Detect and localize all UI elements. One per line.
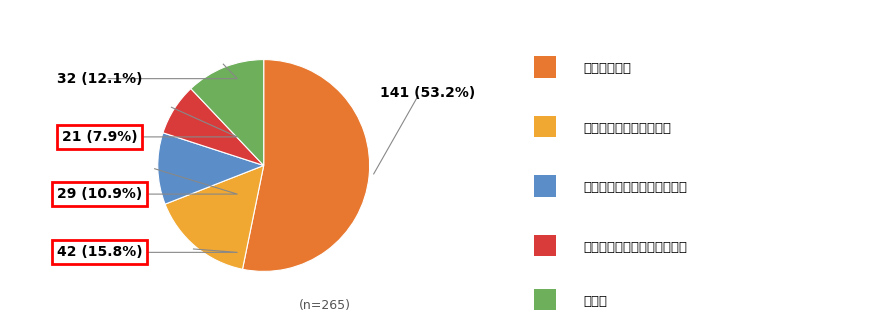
- Text: 両立している: 両立している: [583, 62, 631, 75]
- Wedge shape: [162, 89, 263, 166]
- Text: 42 (15.8%): 42 (15.8%): [57, 245, 142, 260]
- Text: 両立できず雇用形態を変えた: 両立できず雇用形態を変えた: [583, 241, 687, 254]
- Text: 141 (53.2%): 141 (53.2%): [380, 86, 475, 101]
- Text: 29 (10.9%): 29 (10.9%): [57, 187, 142, 201]
- Wedge shape: [165, 166, 263, 269]
- Wedge shape: [157, 133, 263, 204]
- Text: 両立できず仕事を辞めた: 両立できず仕事を辞めた: [583, 122, 671, 135]
- Text: (n=265): (n=265): [299, 299, 350, 312]
- Text: 両立できず不妊治療をやめた: 両立できず不妊治療をやめた: [583, 181, 687, 194]
- FancyBboxPatch shape: [534, 116, 555, 137]
- Wedge shape: [242, 60, 370, 271]
- FancyBboxPatch shape: [534, 175, 555, 197]
- FancyBboxPatch shape: [534, 289, 555, 310]
- Wedge shape: [191, 60, 263, 166]
- Text: 32 (12.1%): 32 (12.1%): [57, 71, 142, 86]
- FancyBboxPatch shape: [534, 235, 555, 256]
- Text: 21 (7.9%): 21 (7.9%): [61, 130, 137, 144]
- Text: その他: その他: [583, 295, 607, 307]
- FancyBboxPatch shape: [534, 56, 555, 77]
